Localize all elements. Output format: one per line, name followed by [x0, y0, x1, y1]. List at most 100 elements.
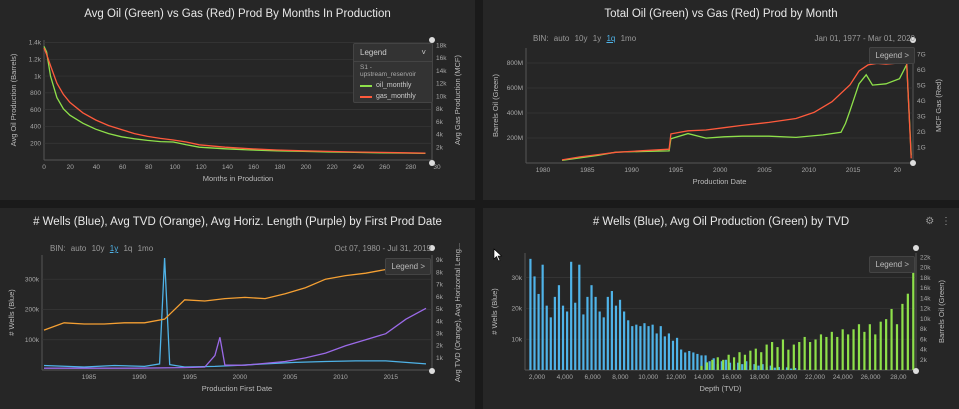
- y2-tick-label: 1G: [917, 145, 926, 152]
- axis-handle-icon: [910, 37, 916, 43]
- bin-option-1y[interactable]: 1y: [592, 34, 602, 43]
- y2-tick-label: 14k: [436, 68, 447, 75]
- bar-oil: [705, 362, 709, 370]
- legend-item-gas[interactable]: gas_monthly: [354, 91, 432, 102]
- legend-button[interactable]: Legend >: [385, 258, 431, 275]
- x-tick-label: 80: [145, 164, 153, 171]
- bar-oil: [749, 350, 752, 370]
- y2-tick-label: 2k: [920, 357, 928, 364]
- bar-wells: [708, 361, 711, 370]
- bin-option-10y[interactable]: 10y: [91, 244, 105, 253]
- y2-tick-label: 10k: [920, 316, 931, 323]
- x-tick-label: 0: [42, 164, 46, 171]
- y2-tick-label: 10k: [436, 93, 447, 100]
- x-tick-label: 6,000: [584, 374, 601, 381]
- bar-wells: [659, 326, 662, 370]
- x-tick-label: 8,000: [612, 374, 629, 381]
- bin-option-auto[interactable]: auto: [553, 34, 570, 43]
- bar-wells: [602, 317, 605, 370]
- x-tick-label: 2015: [384, 374, 399, 381]
- x-tick-label: 18,000: [749, 374, 769, 381]
- bar-wells: [618, 299, 622, 370]
- bar-wells: [671, 340, 675, 370]
- bar-oil: [879, 321, 882, 370]
- bin-option-auto[interactable]: auto: [70, 244, 87, 253]
- x-tick-label: 280: [405, 164, 416, 171]
- legend-item-label: gas_monthly: [376, 93, 416, 100]
- bar-oil: [852, 329, 855, 370]
- bar-wells: [769, 365, 772, 370]
- bar-oil: [711, 359, 714, 370]
- bin-option-1mo[interactable]: 1mo: [137, 244, 154, 253]
- bar-wells: [594, 296, 597, 370]
- bar-oil: [727, 354, 730, 370]
- x-tick-label: 12,000: [666, 374, 686, 381]
- bar-wells: [655, 333, 658, 370]
- bar-wells: [696, 353, 699, 370]
- y-axis-title: # Wells (Blue): [490, 288, 499, 335]
- bar-oil: [787, 349, 790, 370]
- y-axis-title: Barrels Oil (Green): [491, 74, 500, 137]
- x-tick-label: 2010: [802, 167, 817, 174]
- series-line-gas: [561, 61, 912, 161]
- axis-handle-icon: [429, 245, 435, 251]
- x-tick-label: 260: [379, 164, 390, 171]
- bar-wells: [667, 333, 671, 370]
- bar-wells: [680, 349, 683, 370]
- bar-oil: [738, 352, 741, 370]
- x-tick-label: 2005: [283, 374, 298, 381]
- legend-item-oil[interactable]: oil_monthly: [354, 80, 432, 91]
- chevron-down-icon[interactable]: ˅: [421, 48, 426, 57]
- bar-wells: [651, 324, 654, 370]
- bar-wells: [777, 367, 780, 370]
- panel-total-oil-gas-by-month: 200M 400M 600M 800M 1G 2G 3G 4G 5G 6G 7G 1980 1985 19…: [483, 0, 959, 200]
- y-tick-label: 800: [30, 90, 41, 97]
- bin-option-10y[interactable]: 10y: [574, 34, 588, 43]
- bar-wells: [785, 367, 789, 370]
- y-tick-label: 200: [30, 140, 41, 147]
- y2-tick-label: 4k: [436, 132, 444, 139]
- bar-oil: [885, 319, 888, 370]
- x-tick-label: 2000: [233, 374, 248, 381]
- y2-tick-label: 18k: [436, 42, 447, 49]
- bar-wells: [627, 320, 630, 370]
- x-tick-label: 2,000: [529, 374, 546, 381]
- panel-wells-tvd-length: 100k 200k 300k 1k 2k 3k 4k 5k 6k 7k 8k 9k 1985 1990 19…: [0, 208, 475, 409]
- y-tick-label: 1.4k: [29, 40, 42, 47]
- bar-oil: [722, 359, 725, 370]
- chart-oil-gas-by-months: 2004006008001k1.2k1.4k2k4k6k8k10k12k14k1…: [9, 37, 462, 183]
- bin-option-1mo[interactable]: 1mo: [620, 34, 637, 43]
- bar-oil: [770, 342, 774, 370]
- bin-option-1q[interactable]: 1q: [606, 34, 616, 43]
- x-axis-title: Months in Production: [203, 174, 273, 183]
- bar-oil: [716, 357, 719, 370]
- panel-title: Avg Oil (Green) vs Gas (Red) Prod By Mon…: [84, 8, 391, 20]
- y2-tick-label: 5k: [436, 306, 444, 313]
- y-tick-label: 100k: [25, 337, 40, 344]
- bar-oil: [781, 339, 785, 370]
- legend-swatch: [360, 95, 372, 98]
- bin-option-1q[interactable]: 1q: [123, 244, 133, 253]
- kebab-menu-icon[interactable]: ⋮: [941, 216, 951, 227]
- panel-wells-oil-by-tvd: 10k 20k 30k 2k 4k 6k 8k 10k 12k 14k 16k 18k 20k 22k 2,…: [483, 208, 959, 409]
- y2-tick-label: 7G: [917, 51, 926, 58]
- bar-wells: [704, 355, 707, 370]
- y2-tick-label: 6k: [436, 294, 444, 301]
- bar-wells: [623, 311, 626, 370]
- x-tick-label: 1990: [132, 374, 147, 381]
- bar-wells: [578, 264, 581, 370]
- legend-button[interactable]: Legend >: [869, 47, 915, 64]
- bin-selector: BIN: auto 10y 1y 1q 1mo: [50, 244, 153, 253]
- y2-tick-label: 4G: [917, 98, 926, 105]
- bin-option-1y[interactable]: 1y: [109, 244, 119, 253]
- bar-oil: [863, 331, 866, 370]
- y2-tick-label: 3k: [436, 330, 444, 337]
- bar-wells: [537, 293, 540, 370]
- axis-handle-icon: [429, 160, 435, 166]
- legend-button[interactable]: Legend >: [869, 256, 915, 273]
- y2-axis-title: Avg TVD (Orange), Avg Horizontal Leng...: [453, 243, 462, 382]
- legend-panel[interactable]: Legend ˅ S1 - upstream_reservoir oil_mont…: [353, 43, 433, 103]
- bar-wells: [773, 367, 776, 370]
- gear-icon[interactable]: ⚙: [925, 216, 935, 227]
- axis-handle-icon: [913, 245, 919, 251]
